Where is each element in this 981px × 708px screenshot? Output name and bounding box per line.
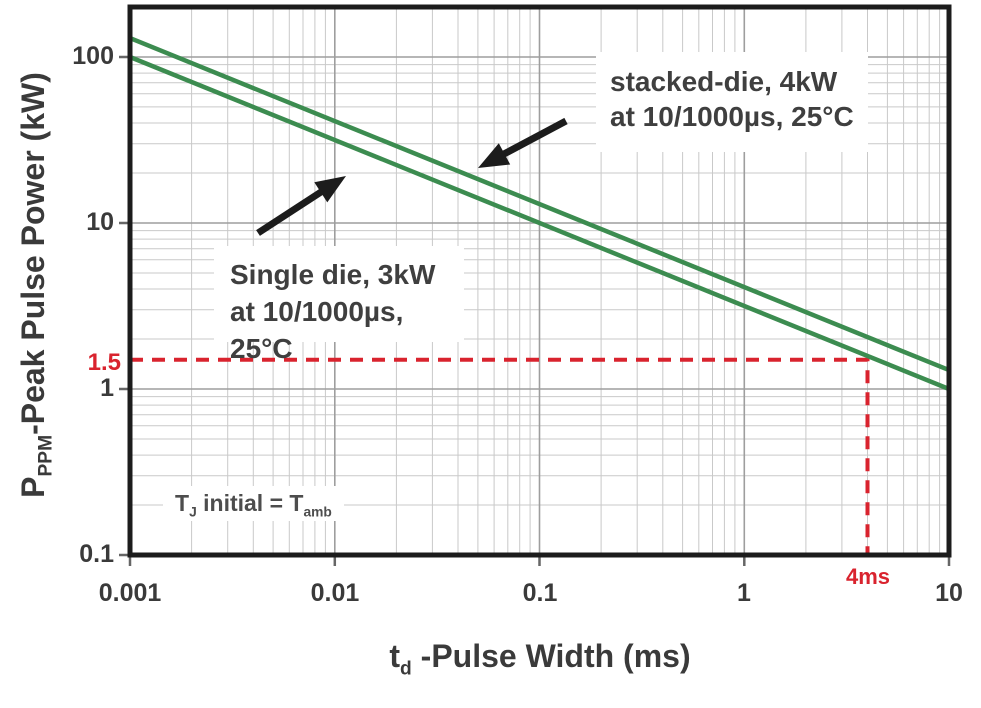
y-axis-title: PPPM-Peak Pulse Power (kW) [13,15,57,555]
x-axis-title: td -Pulse Width (ms) [330,638,750,678]
x-axis-title-text: -Pulse Width (ms) [411,638,691,674]
series-line-single-die [129,54,950,392]
series-layer [129,36,950,392]
y-axis-title-subscript: PPM [35,434,57,477]
annotation-stacked-die-line2: at 10/1000µs, 25°C [610,101,854,132]
annotation-stacked-die-line1: stacked-die, 4kW [610,66,838,97]
axis-tick-marks [119,55,951,566]
plot-border [127,4,952,558]
x-axis-title-symbol: t [389,638,401,674]
annotation-stacked-die: stacked-die, 4kW at 10/1000µs, 25°C [596,52,868,152]
annotation-single-die-line1: Single die, 3kW [230,259,436,290]
y-tick-label: 100 [72,42,114,70]
x-tick-label: 0.01 [310,579,360,607]
y-tick-label: 10 [86,208,114,236]
tj-subscript: J [189,504,197,520]
x-axis-title-subscript: d [400,658,412,680]
annotation-single-die-line2: at 10/1000µs, 25°C [230,296,404,364]
tj-symbol: T [175,490,190,516]
reference-layer [130,357,870,555]
series-line-stacked-die [129,36,950,373]
y-tick-label: 1 [100,374,114,402]
tj-text: initial = T [196,490,304,516]
x-tick-label: 0.1 [522,579,558,607]
x-tick-label: 0.001 [98,579,162,607]
tamb-subscript: amb [303,504,332,520]
y-axis-title-symbol: P [15,476,51,498]
frame-layer [127,4,952,558]
reference-time-label: 4ms [845,564,891,589]
annotation-tj-initial: TJ initial = Tamb [163,486,344,521]
annotation-single-die: Single die, 3kW at 10/1000µs, 25°C [214,246,464,364]
reference-crosshair [130,357,870,555]
x-tick-label: 1 [737,579,751,607]
y-tick-label: 0.1 [79,540,114,568]
x-tick-label: 10 [935,579,963,607]
reference-power-label: 1.5 [87,349,121,376]
